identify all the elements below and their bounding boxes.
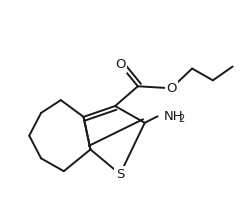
Text: NH: NH <box>164 110 183 123</box>
Text: O: O <box>115 58 125 71</box>
Text: O: O <box>166 82 177 95</box>
Text: 2: 2 <box>178 114 185 124</box>
Text: S: S <box>116 168 124 181</box>
